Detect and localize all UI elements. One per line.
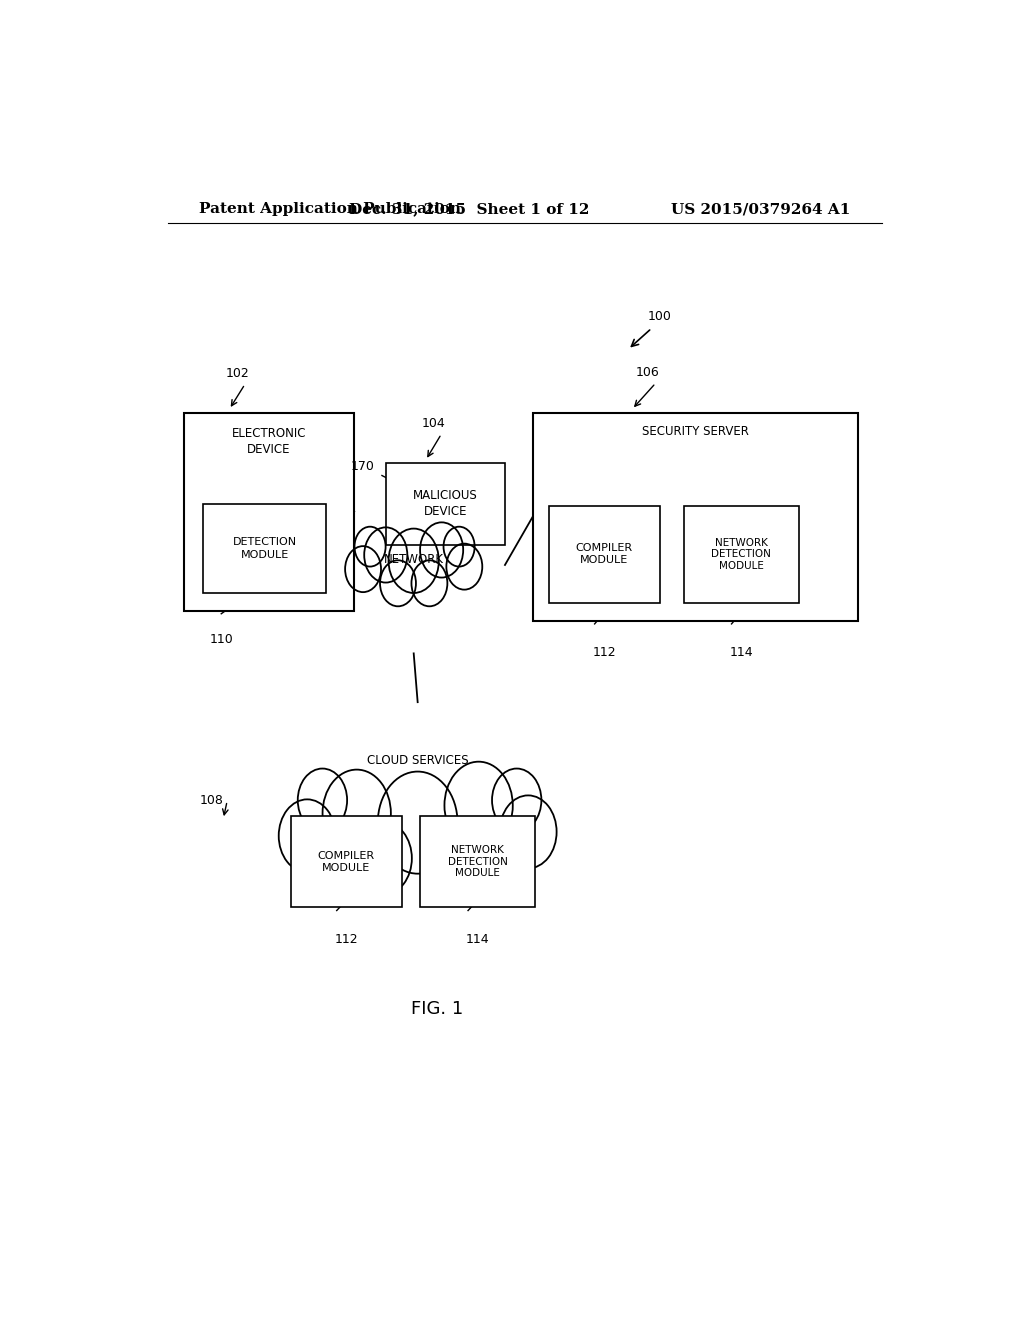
Circle shape xyxy=(446,544,482,590)
Text: 114: 114 xyxy=(729,647,753,659)
Text: 110: 110 xyxy=(209,634,233,645)
FancyBboxPatch shape xyxy=(549,506,659,602)
Text: 106: 106 xyxy=(636,366,659,379)
Circle shape xyxy=(492,768,542,832)
Text: COMPILER
MODULE: COMPILER MODULE xyxy=(575,543,633,565)
Text: 100: 100 xyxy=(648,310,672,323)
Text: NETWORK
DETECTION
MODULE: NETWORK DETECTION MODULE xyxy=(447,845,508,878)
Circle shape xyxy=(354,527,386,566)
Circle shape xyxy=(420,523,463,578)
Text: 170: 170 xyxy=(350,461,374,474)
Circle shape xyxy=(323,770,391,857)
Text: NETWORK: NETWORK xyxy=(384,553,443,566)
Text: 104: 104 xyxy=(422,417,445,430)
Text: US 2015/0379264 A1: US 2015/0379264 A1 xyxy=(671,202,850,216)
Circle shape xyxy=(279,800,336,873)
Circle shape xyxy=(355,822,412,895)
Text: ELECTRONIC
DEVICE: ELECTRONIC DEVICE xyxy=(231,426,306,455)
Circle shape xyxy=(380,560,416,606)
FancyBboxPatch shape xyxy=(532,412,858,620)
FancyBboxPatch shape xyxy=(386,463,505,545)
Text: Dec. 31, 2015  Sheet 1 of 12: Dec. 31, 2015 Sheet 1 of 12 xyxy=(349,202,590,216)
Circle shape xyxy=(443,527,475,566)
Circle shape xyxy=(365,528,408,582)
Text: FIG. 1: FIG. 1 xyxy=(412,1001,464,1018)
Text: 112: 112 xyxy=(335,933,358,946)
FancyBboxPatch shape xyxy=(420,816,536,907)
Circle shape xyxy=(424,822,480,895)
Text: 108: 108 xyxy=(200,795,223,808)
Text: CLOUD SERVICES: CLOUD SERVICES xyxy=(367,754,468,767)
FancyBboxPatch shape xyxy=(291,816,401,907)
Text: MALICIOUS
DEVICE: MALICIOUS DEVICE xyxy=(413,490,478,519)
Text: SECURITY SERVER: SECURITY SERVER xyxy=(642,425,749,438)
FancyBboxPatch shape xyxy=(684,506,799,602)
Circle shape xyxy=(345,546,381,593)
FancyBboxPatch shape xyxy=(204,504,327,594)
Text: DETECTION
MODULE: DETECTION MODULE xyxy=(232,537,297,560)
Circle shape xyxy=(444,762,513,849)
Circle shape xyxy=(388,528,439,593)
FancyBboxPatch shape xyxy=(183,412,354,611)
Text: 114: 114 xyxy=(466,933,489,946)
Text: 102: 102 xyxy=(225,367,249,380)
Circle shape xyxy=(412,560,447,606)
Text: 112: 112 xyxy=(592,647,616,659)
Text: NETWORK
DETECTION
MODULE: NETWORK DETECTION MODULE xyxy=(711,537,771,570)
Text: Patent Application Publication: Patent Application Publication xyxy=(200,202,462,216)
Circle shape xyxy=(298,768,347,832)
Circle shape xyxy=(378,772,458,874)
Text: COMPILER
MODULE: COMPILER MODULE xyxy=(317,850,375,873)
Circle shape xyxy=(500,796,557,869)
